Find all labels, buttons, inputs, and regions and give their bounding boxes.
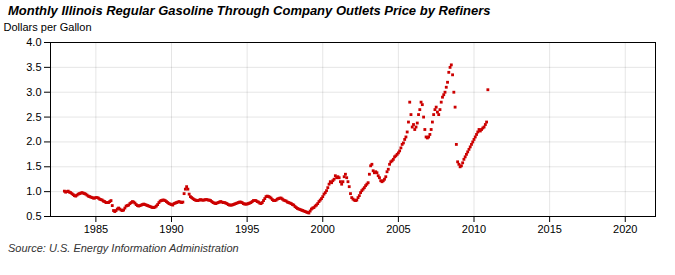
svg-text:3.0: 3.0 <box>26 86 41 98</box>
svg-text:1.0: 1.0 <box>26 185 41 197</box>
html-text:Source: U.S. Energy Informatio: Source: U.S. Energy Information Administ… <box>8 242 239 254</box>
svg-text:2020: 2020 <box>613 223 637 235</box>
svg-text:2.0: 2.0 <box>26 135 41 147</box>
svg-text:1990: 1990 <box>159 223 183 235</box>
svg-text:0.5: 0.5 <box>26 210 41 222</box>
html-text:Monthly Illinois Regular Gasol: Monthly Illinois Regular Gasoline Throug… <box>8 3 491 18</box>
svg-text:2015: 2015 <box>537 223 561 235</box>
svg-text:1985: 1985 <box>84 223 108 235</box>
svg-text:1995: 1995 <box>235 223 259 235</box>
svg-text:Dollars per Gallon: Dollars per Gallon <box>4 21 92 33</box>
svg-text:1.5: 1.5 <box>26 160 41 172</box>
svg-text:2.5: 2.5 <box>26 111 41 123</box>
svg-text:2000: 2000 <box>311 223 335 235</box>
svg-text:2005: 2005 <box>386 223 410 235</box>
svg-text:2010: 2010 <box>462 223 486 235</box>
svg-text:4.0: 4.0 <box>26 36 41 48</box>
svg-text:3.5: 3.5 <box>26 61 41 73</box>
